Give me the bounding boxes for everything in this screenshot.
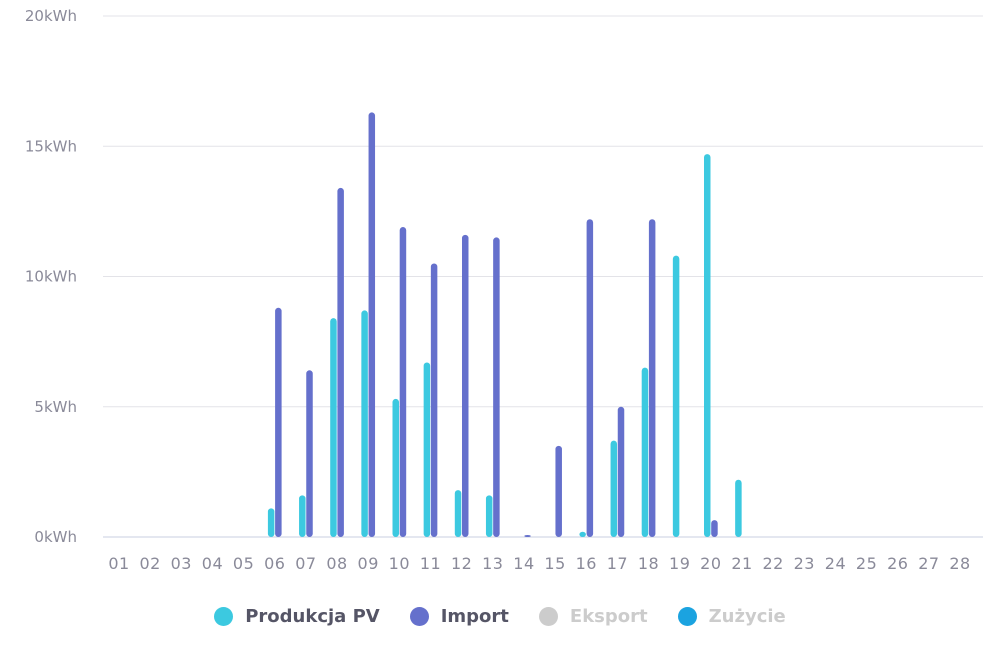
bar-produkcja-pv-09[interactable] [361, 310, 368, 537]
x-tick-label: 09 [358, 554, 379, 573]
x-tick-label: 07 [295, 554, 316, 573]
bar-produkcja-pv-06[interactable] [267, 508, 275, 537]
x-tick-label: 26 [887, 554, 908, 573]
legend-label: Import [440, 605, 509, 627]
bar-produkcja-pv-11[interactable] [423, 362, 431, 537]
x-tick-label: 28 [949, 554, 970, 573]
bar-import-12[interactable] [462, 234, 469, 537]
bar-import-06[interactable] [275, 307, 282, 537]
x-tick-label: 03 [171, 554, 192, 573]
x-tick-label: 16 [576, 554, 597, 573]
bar-produkcja-pv-10[interactable] [392, 398, 400, 537]
bar-import-07[interactable] [306, 370, 313, 537]
bar-import-09[interactable] [368, 112, 376, 537]
y-tick-label: 15kWh [25, 137, 77, 155]
x-axis-labels: 01 02 03 04 05 06 07 08 09 10 11 12 13 14 15 16 17 18 19 20… [108, 554, 970, 573]
bar-produkcja-pv-16[interactable] [579, 531, 586, 537]
legend-label: Zużycie [708, 605, 786, 627]
legend-dot-icon [538, 606, 558, 626]
bar-produkcja-pv-13[interactable] [485, 495, 493, 537]
bar-import-10[interactable] [399, 227, 407, 537]
x-tick-label: 21 [731, 554, 752, 573]
x-tick-label: 19 [669, 554, 690, 573]
x-tick-label: 20 [700, 554, 721, 573]
bar-produkcja-pv-18[interactable] [641, 367, 649, 537]
y-tick-label: 5kWh [34, 398, 77, 416]
bar-import-11[interactable] [430, 263, 438, 537]
bar-import-16[interactable] [586, 219, 594, 537]
bar-import-08[interactable] [337, 187, 344, 537]
x-tick-label: 05 [233, 554, 254, 573]
x-tick-label: 01 [108, 554, 129, 573]
x-tick-label: 22 [762, 554, 783, 573]
bar-produkcja-pv-19[interactable] [672, 255, 680, 537]
legend-dot-icon [214, 606, 234, 626]
x-tick-label: 11 [420, 554, 441, 573]
legend-label: Produkcja PV [245, 605, 380, 627]
x-tick-label: 08 [326, 554, 347, 573]
bar-produkcja-pv-07[interactable] [299, 495, 306, 537]
legend-item[interactable]: Zużycie [677, 605, 786, 627]
legend-item[interactable]: Eksport [538, 605, 648, 627]
bar-produkcja-pv-21[interactable] [735, 479, 742, 537]
legend-item[interactable]: Import [409, 605, 509, 627]
x-tick-label: 23 [794, 554, 815, 573]
bar-produkcja-pv-20[interactable] [704, 154, 711, 537]
chart-legend: Produkcja PV Import Eksport Zużycie [0, 598, 1000, 634]
x-tick-label: 02 [139, 554, 160, 573]
y-tick-label: 20kWh [25, 7, 77, 25]
bar-import-18[interactable] [648, 219, 656, 537]
x-tick-label: 24 [825, 554, 846, 573]
bar-produkcja-pv-17[interactable] [610, 440, 618, 537]
bar-import-15[interactable] [555, 445, 562, 537]
gridlines [103, 15, 983, 538]
bar-import-20[interactable] [711, 520, 718, 537]
legend-label: Eksport [569, 605, 648, 627]
bar-produkcja-pv-08[interactable] [330, 318, 337, 537]
x-tick-label: 14 [513, 554, 534, 573]
legend-item[interactable]: Produkcja PV [214, 605, 380, 627]
bar-import-17[interactable] [617, 406, 625, 537]
y-axis-labels: 0kWh 5kWh 10kWh 15kWh 20kWh [25, 7, 77, 546]
bar-import-13[interactable] [493, 237, 500, 538]
x-tick-label: 13 [482, 554, 503, 573]
energy-bar-chart: 0kWh 5kWh 10kWh 15kWh 20kWh 01 02 03 04 05 06 07 08… [25, 7, 983, 573]
x-tick-label: 17 [607, 554, 628, 573]
x-tick-label: 04 [202, 554, 223, 573]
y-tick-label: 0kWh [34, 528, 77, 546]
x-tick-label: 10 [389, 554, 410, 573]
bar-series [267, 112, 742, 538]
y-tick-label: 10kWh [25, 268, 77, 286]
x-tick-label: 12 [451, 554, 472, 573]
x-tick-label: 06 [264, 554, 285, 573]
x-tick-label: 27 [918, 554, 939, 573]
legend-dot-icon [409, 606, 429, 626]
bar-produkcja-pv-12[interactable] [454, 490, 462, 537]
bar-import-14[interactable] [524, 535, 531, 537]
x-tick-label: 25 [856, 554, 877, 573]
legend-dot-icon [677, 606, 697, 626]
x-tick-label: 18 [638, 554, 659, 573]
x-tick-label: 15 [544, 554, 565, 573]
